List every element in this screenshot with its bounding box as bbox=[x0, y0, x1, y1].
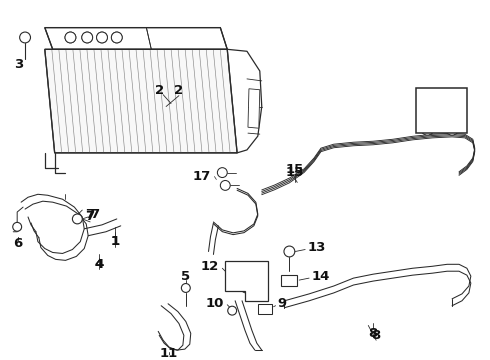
Bar bbox=[416, 88, 467, 133]
Text: 1: 1 bbox=[110, 235, 120, 248]
Text: 15: 15 bbox=[285, 166, 303, 179]
Text: 17: 17 bbox=[192, 170, 211, 183]
Circle shape bbox=[286, 276, 293, 284]
Text: 5: 5 bbox=[181, 270, 191, 283]
Circle shape bbox=[449, 125, 456, 132]
Circle shape bbox=[65, 32, 76, 43]
Text: 3: 3 bbox=[15, 58, 24, 71]
Circle shape bbox=[228, 306, 237, 315]
Polygon shape bbox=[45, 28, 227, 49]
Circle shape bbox=[65, 32, 76, 43]
Polygon shape bbox=[281, 275, 297, 286]
Circle shape bbox=[241, 283, 251, 293]
Circle shape bbox=[424, 111, 431, 118]
Text: 9: 9 bbox=[277, 297, 287, 310]
Text: 7: 7 bbox=[86, 211, 95, 224]
Circle shape bbox=[111, 32, 122, 43]
Text: 15: 15 bbox=[285, 163, 303, 176]
Circle shape bbox=[82, 32, 93, 43]
Text: 8: 8 bbox=[368, 327, 378, 340]
Circle shape bbox=[82, 32, 93, 43]
Circle shape bbox=[445, 121, 459, 135]
Text: 14: 14 bbox=[311, 270, 329, 283]
Circle shape bbox=[420, 108, 434, 121]
Circle shape bbox=[181, 284, 190, 292]
Circle shape bbox=[261, 305, 268, 312]
Circle shape bbox=[420, 121, 434, 135]
Text: 6: 6 bbox=[14, 237, 23, 250]
Circle shape bbox=[20, 32, 30, 43]
Text: 7: 7 bbox=[86, 208, 95, 221]
Text: 2: 2 bbox=[155, 84, 164, 97]
Circle shape bbox=[73, 214, 82, 224]
Polygon shape bbox=[45, 49, 237, 153]
Text: 10: 10 bbox=[206, 297, 224, 310]
Text: 11: 11 bbox=[160, 347, 178, 360]
Circle shape bbox=[284, 246, 295, 257]
Polygon shape bbox=[225, 261, 268, 301]
Text: 4: 4 bbox=[95, 258, 104, 271]
Text: 8: 8 bbox=[371, 329, 381, 342]
Text: 4: 4 bbox=[95, 258, 104, 271]
Circle shape bbox=[445, 108, 459, 121]
Text: 16: 16 bbox=[432, 92, 450, 105]
Circle shape bbox=[424, 125, 431, 132]
Text: 1: 1 bbox=[110, 235, 120, 248]
Circle shape bbox=[13, 222, 22, 231]
Text: 7: 7 bbox=[90, 208, 99, 221]
Text: 12: 12 bbox=[200, 260, 219, 273]
Circle shape bbox=[111, 32, 122, 43]
Polygon shape bbox=[248, 89, 260, 128]
Polygon shape bbox=[258, 304, 271, 314]
Circle shape bbox=[232, 269, 242, 279]
Circle shape bbox=[97, 32, 107, 43]
Circle shape bbox=[97, 32, 107, 43]
Text: 13: 13 bbox=[307, 241, 325, 254]
Circle shape bbox=[218, 168, 227, 177]
Circle shape bbox=[220, 180, 230, 190]
Text: 2: 2 bbox=[174, 84, 183, 97]
Circle shape bbox=[250, 269, 260, 279]
Circle shape bbox=[449, 111, 456, 118]
